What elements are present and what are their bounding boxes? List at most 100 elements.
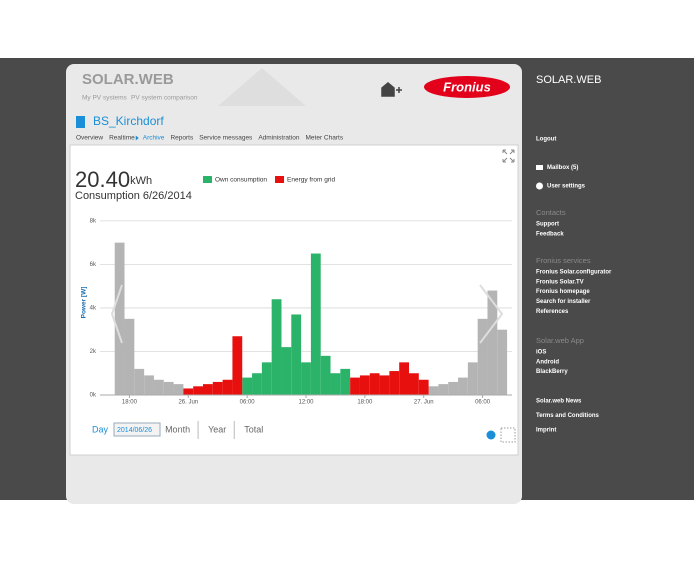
unit: kWh [130, 175, 152, 187]
sidebar-link[interactable]: Support [536, 222, 559, 228]
bar [193, 386, 203, 395]
bar [438, 384, 449, 395]
bar [369, 373, 380, 395]
nav-arrow [135, 135, 139, 141]
sidebar-heading: Contacts [536, 208, 566, 217]
y-tick-label: 8k [90, 218, 97, 224]
bar [359, 375, 370, 395]
date-field[interactable]: 2014/06/26 [117, 427, 152, 434]
logo-text: Fronius [443, 79, 491, 94]
bar [418, 379, 429, 395]
period-tab[interactable]: Month [165, 424, 190, 434]
fullscreen-icon[interactable] [502, 149, 515, 163]
period-tab[interactable]: Day [92, 424, 109, 434]
legend-label: Own consumption [215, 177, 267, 184]
sidebar-link[interactable]: Feedback [536, 231, 564, 237]
nav-tab[interactable]: Administration [258, 135, 300, 142]
y-tick-label: 6k [90, 262, 97, 268]
sidebar: SOLAR.WEB Logout Mailbox (5) User settings C… [536, 74, 612, 434]
bar [124, 318, 135, 395]
bar [497, 329, 508, 395]
sidebar-link[interactable]: Android [536, 359, 559, 365]
legend-swatch [275, 176, 285, 183]
nav-link[interactable]: PV system comparison [131, 95, 198, 102]
add-system-icon[interactable] [381, 82, 402, 97]
system-icon [76, 116, 85, 128]
bar [379, 375, 390, 395]
sidebar-link[interactable]: Fronius Solar.configurator [536, 270, 612, 276]
sidebar-heading: Solar.web App [536, 336, 584, 345]
bar [173, 384, 184, 395]
bar [281, 347, 292, 395]
value: 20.40 [75, 167, 130, 192]
bar [242, 377, 253, 395]
prev-arrow[interactable] [110, 284, 123, 344]
bar [203, 384, 213, 395]
bar [310, 253, 321, 395]
bar [458, 377, 468, 395]
x-tick-label: 06:00 [475, 400, 491, 406]
bar [153, 379, 164, 395]
x-tick-label: 27. Jun [414, 400, 434, 406]
nav-tab[interactable]: Realtime [109, 135, 135, 142]
bar [428, 386, 439, 395]
nav-tab[interactable]: Reports [170, 135, 194, 142]
bar [320, 355, 331, 395]
site-title: SOLAR.WEB [82, 71, 174, 88]
bar [467, 362, 478, 395]
sidebar-link[interactable]: Logout [536, 137, 556, 143]
bar [134, 368, 145, 395]
bar [399, 362, 409, 395]
sidebar-link[interactable]: iOS [536, 350, 546, 356]
tab-bar: Overview Realtime Archive Reports Service me… [76, 135, 344, 142]
sidebar-link[interactable]: References [536, 309, 569, 315]
nav-tab[interactable]: Archive [143, 135, 165, 142]
sidebar-link[interactable]: Imprint [536, 428, 556, 434]
table-icon[interactable] [500, 427, 516, 443]
nav-link[interactable]: My PV systems [82, 95, 128, 102]
bar [409, 373, 419, 395]
bar [163, 381, 174, 395]
settings-icon [536, 182, 543, 190]
bar [183, 388, 194, 395]
y-tick-label: 4k [90, 306, 97, 312]
sidebar-link[interactable]: User settings [547, 184, 586, 190]
sidebar-link[interactable]: Search for installer [536, 299, 591, 305]
legend-label: Energy from grid [287, 177, 335, 184]
bar [350, 377, 360, 395]
logo [424, 76, 510, 98]
bar [448, 381, 459, 395]
bar [252, 373, 262, 395]
nav-tab[interactable]: Service messages [199, 135, 253, 142]
summary-value: 20.40kWh [75, 167, 152, 192]
mail-icon [536, 165, 543, 170]
period-tab[interactable]: Year [208, 424, 226, 434]
x-tick-label: 06:00 [240, 400, 256, 406]
bar [477, 318, 488, 395]
x-tick-label: 12:00 [298, 400, 314, 406]
sidebar-link[interactable]: Fronius homepage [536, 289, 590, 295]
bar [487, 290, 498, 395]
sidebar-link[interactable]: Solar.web News [536, 399, 582, 405]
next-arrow[interactable] [479, 284, 504, 344]
nav-tab[interactable]: Meter Charts [306, 135, 344, 142]
date-box [113, 422, 161, 437]
tip-icon[interactable] [486, 430, 496, 440]
bar [261, 362, 272, 395]
sidebar-link[interactable]: Mailbox (5) [547, 165, 578, 171]
sidebar-title: SOLAR.WEB [536, 74, 601, 86]
chart-panel [69, 144, 519, 456]
bar [232, 336, 243, 395]
period-tab[interactable]: Total [244, 424, 263, 434]
sidebar-link[interactable]: Terms and Conditions [536, 413, 600, 419]
sidebar-link[interactable]: Fronius Solar.TV [536, 279, 584, 285]
nav-tab[interactable]: Overview [76, 135, 103, 142]
x-tick-label: 18:00 [357, 400, 373, 406]
bar [114, 242, 125, 395]
summary-caption: Consumption 6/26/2014 [75, 190, 192, 202]
sidebar-link[interactable]: BlackBerry [536, 369, 568, 375]
plot: 0k 2k 4k 6k 8k Power [W] 18:00 26. Jun 06:00 12:0… [81, 218, 512, 406]
bar [271, 299, 282, 395]
